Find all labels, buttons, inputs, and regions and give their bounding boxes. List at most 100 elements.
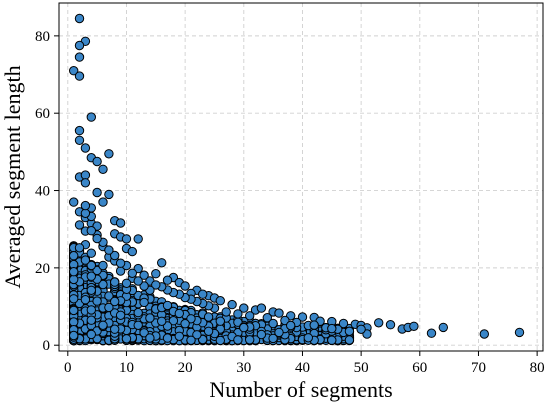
data-point	[121, 334, 132, 344]
data-point	[115, 310, 126, 320]
data-point	[74, 71, 85, 81]
data-point	[162, 275, 173, 285]
data-point	[127, 246, 138, 257]
data-point	[309, 320, 319, 330]
data-point	[356, 324, 366, 334]
x-tick-label: 80	[530, 360, 545, 376]
data-point	[186, 335, 196, 345]
data-point	[374, 318, 384, 328]
data-point	[145, 333, 155, 343]
x-tick-label: 40	[295, 360, 310, 376]
data-point	[203, 312, 214, 322]
data-point	[80, 255, 91, 265]
data-point	[69, 197, 79, 207]
data-point	[86, 305, 97, 315]
data-point	[74, 243, 85, 253]
data-point	[80, 178, 91, 188]
data-point	[110, 296, 120, 307]
data-point	[145, 313, 155, 323]
data-point	[80, 143, 91, 153]
data-point	[227, 299, 237, 310]
data-point	[215, 335, 226, 346]
data-point	[157, 316, 167, 326]
data-point	[139, 297, 149, 308]
data-point	[86, 285, 97, 295]
data-point	[69, 267, 79, 277]
data-point	[268, 333, 278, 344]
data-point	[297, 312, 308, 322]
data-point	[74, 125, 85, 136]
x-tick-label: 20	[178, 360, 193, 376]
y-tick-label: 0	[43, 338, 51, 354]
data-point	[438, 322, 448, 333]
x-axis-title: Number of segments	[209, 377, 392, 402]
data-point	[69, 330, 79, 341]
data-point	[180, 281, 190, 291]
data-point	[174, 308, 185, 319]
data-point	[162, 333, 173, 343]
data-point	[98, 279, 108, 290]
data-point	[139, 270, 149, 280]
y-tick-label: 20	[35, 261, 50, 277]
data-point	[239, 322, 249, 333]
data-point	[338, 318, 349, 329]
data-point	[98, 197, 108, 207]
data-point	[344, 326, 355, 336]
data-point	[245, 311, 255, 321]
data-point	[98, 320, 108, 330]
y-tick-label: 40	[35, 184, 50, 200]
data-point	[80, 200, 91, 211]
data-point	[69, 251, 79, 261]
data-point	[104, 149, 114, 159]
data-point	[198, 289, 208, 299]
data-point	[86, 315, 97, 325]
x-tick-label: 30	[236, 360, 251, 376]
data-point	[157, 258, 167, 268]
data-point	[69, 305, 79, 316]
y-tick-label: 60	[35, 106, 50, 122]
data-point	[180, 319, 190, 329]
data-point	[74, 52, 85, 62]
data-point	[327, 335, 337, 345]
data-point	[286, 320, 296, 331]
data-point	[115, 258, 126, 268]
data-point	[86, 260, 97, 271]
plot-frame	[58, 2, 544, 352]
y-axis-title: Averaged segment length	[0, 65, 25, 288]
data-point	[186, 314, 196, 324]
data-point	[69, 317, 79, 327]
data-point	[479, 329, 489, 339]
data-point	[514, 327, 525, 338]
data-point	[409, 321, 419, 331]
data-point	[121, 278, 132, 288]
data-point	[268, 318, 278, 329]
data-point	[203, 326, 214, 336]
data-point	[274, 308, 284, 318]
x-tick-label: 0	[64, 360, 72, 376]
data-point	[139, 281, 149, 291]
data-point	[74, 135, 85, 146]
data-point	[262, 313, 272, 323]
data-point	[215, 296, 226, 306]
data-point	[162, 300, 173, 311]
data-point	[133, 307, 143, 318]
data-point	[80, 170, 91, 180]
data-point	[92, 233, 102, 244]
data-point	[104, 245, 114, 255]
data-point	[174, 331, 185, 341]
data-point	[104, 291, 114, 301]
data-point	[133, 234, 143, 244]
data-point	[303, 333, 313, 343]
data-point	[426, 328, 437, 338]
data-point	[69, 66, 79, 76]
axis-ticks: 0 10 20 30 40 50 60 70 80 0 20 40 60 80	[35, 29, 545, 376]
data-point	[104, 189, 114, 200]
data-point	[92, 265, 102, 276]
data-point	[74, 220, 85, 230]
data-point	[139, 328, 149, 338]
data-point	[80, 208, 91, 219]
x-tick-label: 70	[471, 360, 486, 376]
data-point	[151, 280, 161, 290]
data-point	[385, 320, 396, 330]
data-point	[80, 295, 91, 305]
